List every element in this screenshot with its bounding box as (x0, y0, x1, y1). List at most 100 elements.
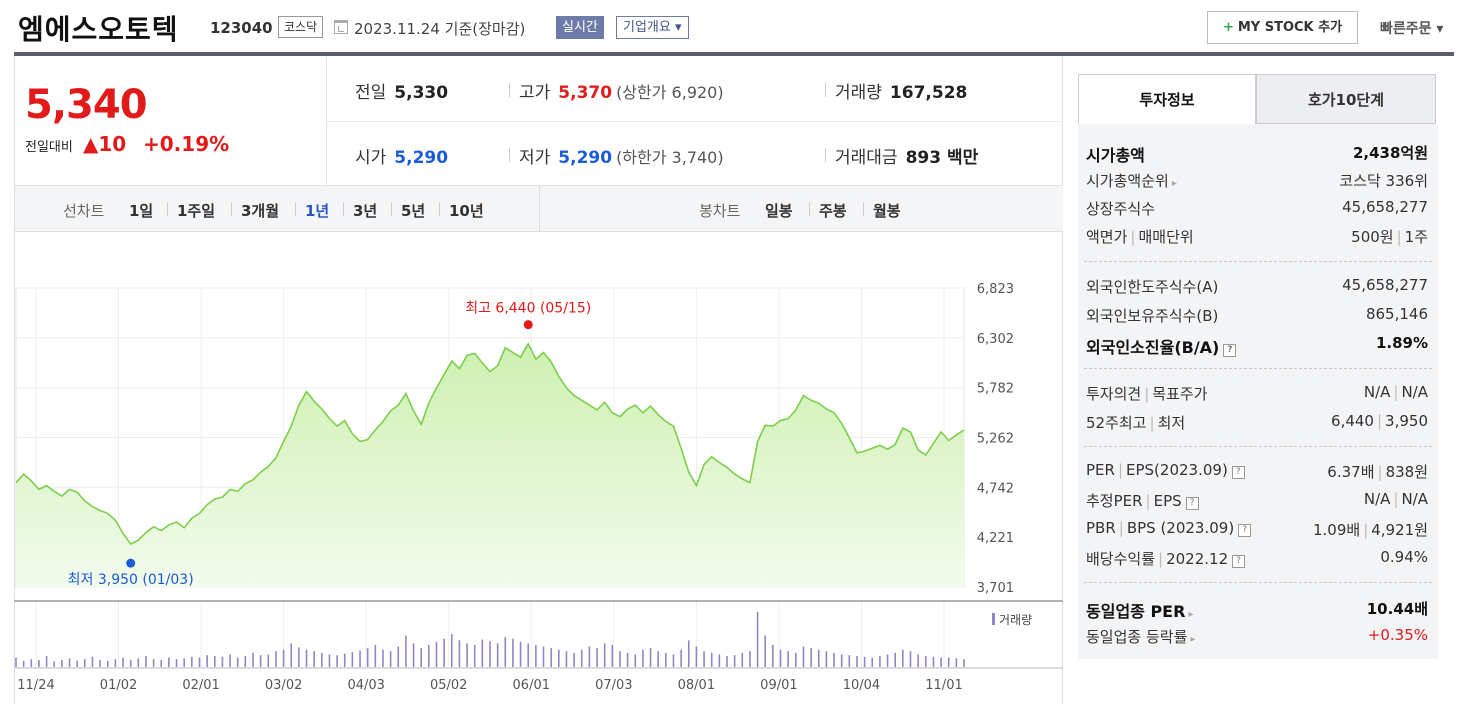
period-3m[interactable]: 3개월 (241, 202, 280, 220)
x-tick-label: 11/24 (17, 678, 54, 693)
volume-bar (122, 657, 124, 667)
per-value: 6.37배 | 838원 (1327, 463, 1428, 481)
x-tick-label: 05/02 (430, 678, 467, 693)
help-icon[interactable]: ? (1185, 497, 1199, 510)
row-sector-change[interactable]: 동일업종 등락률 ▸ +0.35% (1086, 626, 1428, 648)
volume-bar (91, 656, 94, 667)
stat-volume: 거래량 167,528 (835, 78, 967, 103)
help-icon[interactable]: ? (1238, 524, 1252, 537)
volume-bar (795, 652, 797, 667)
period-5y[interactable]: 5년 (401, 202, 426, 220)
volume-bar (450, 634, 453, 667)
row-pbr: PBR | BPS (2023.09)? 1.09배 | 4,921원 (1086, 519, 1428, 541)
sector-per-label[interactable]: 동일업종 PER ▸ (1086, 598, 1193, 622)
mystock-add-button[interactable]: + MY STOCK 추가 (1207, 11, 1358, 44)
row-cap-rank[interactable]: 시가총액순위 ▸ 코스닥 336위 (1086, 170, 1428, 192)
period-1d[interactable]: 1일 (129, 202, 154, 220)
volume-bar (129, 659, 132, 667)
volume-bar (542, 646, 545, 667)
candle-weekly[interactable]: 주봉 (819, 202, 847, 220)
y-tick-label: 4,742 (977, 481, 1014, 496)
tab-orderbook[interactable]: 호가10단계 (1256, 74, 1436, 124)
pbr-val: 1.09배 (1312, 521, 1361, 539)
est-eps-text: EPS (1153, 492, 1182, 510)
est-per-text: 추정PER (1086, 492, 1143, 510)
eps-val: 838원 (1385, 463, 1428, 481)
stat-volume-value: 167,528 (889, 83, 968, 103)
volume-bar (687, 640, 690, 667)
volume-bar (53, 661, 56, 667)
volume-bar (496, 643, 499, 667)
opinion-text: 투자의견 (1086, 385, 1142, 403)
dividend-label: 배당수익률 | 2022.12? (1086, 548, 1246, 569)
volume-bar (489, 641, 491, 667)
opinion-value: N/A | N/A (1363, 383, 1428, 401)
row-opinion: 투자의견 | 목표주가 N/A | N/A (1086, 383, 1428, 405)
arrow-right-icon: ▸ (1188, 609, 1194, 620)
cap-rank-value: 코스닥 336위 (1339, 172, 1428, 190)
x-tick-label: 11/01 (925, 678, 962, 693)
volume-bar (672, 654, 675, 667)
volume-bar (626, 652, 629, 667)
period-3y[interactable]: 3년 (353, 202, 378, 220)
price-chart[interactable]: 11/24 01/02 02/01 03/02 04/03 05/02 06/01 07/03… (14, 232, 1063, 704)
y-tick-label: 6,823 (977, 282, 1014, 297)
volume-bar (588, 646, 591, 667)
stat-separator (825, 148, 826, 162)
line-chart-label: 선차트 (63, 202, 105, 220)
realtime-button[interactable]: 실시간 (556, 16, 604, 39)
w52-low-label: 최저 (1157, 414, 1186, 432)
quick-order-dropdown[interactable]: 빠른주문 ▾ (1380, 21, 1444, 37)
volume-bar (221, 656, 224, 667)
section-divider (1084, 368, 1432, 369)
x-tick-label: 04/03 (347, 678, 384, 693)
period-separator (809, 202, 810, 216)
par-unit-label: 액면가 | 매매단위 (1086, 228, 1194, 246)
help-icon[interactable]: ? (1232, 555, 1246, 568)
stat-open-label: 시가 (355, 148, 387, 168)
eps-text: EPS(2023.09) (1126, 461, 1228, 479)
volume-bar (848, 655, 851, 667)
volume-bar (305, 649, 308, 667)
y-tick-label: 5,262 (977, 432, 1014, 447)
volume-bar (863, 656, 866, 667)
sector-change-label[interactable]: 동일업종 등락률 ▸ (1086, 626, 1195, 647)
plus-icon: + (1222, 20, 1234, 35)
volume-bar (947, 657, 950, 667)
candle-monthly[interactable]: 월봉 (873, 202, 901, 220)
stat-low-label: 저가 (519, 148, 551, 168)
help-icon[interactable]: ? (1231, 466, 1245, 479)
volume-bar (558, 649, 560, 667)
row-sector-per[interactable]: 동일업종 PER ▸ 10.44배 (1086, 598, 1428, 622)
volume-bar (336, 655, 338, 667)
period-1y[interactable]: 1년 (305, 202, 330, 220)
volume-bar (458, 640, 461, 667)
volume-bar (45, 656, 48, 667)
w52-low-value: 3,950 (1385, 412, 1428, 430)
volume-bar (886, 654, 889, 667)
period-1w[interactable]: 1주일 (177, 202, 216, 220)
period-10y[interactable]: 10년 (449, 202, 484, 220)
y-tick-label: 6,302 (977, 332, 1014, 347)
foreign-ratio-label: 외국인소진율(B/A)? (1086, 334, 1237, 358)
x-tick-label: 06/01 (513, 678, 550, 693)
x-tick-label: 08/01 (678, 678, 715, 693)
volume-bar (756, 612, 759, 667)
cap-rank-text: 시가총액순위 (1086, 172, 1169, 190)
stat-volume-label: 거래량 (835, 83, 882, 103)
volume-bar (160, 659, 163, 667)
company-name: 엠에스오토텍 (18, 13, 179, 46)
help-icon[interactable]: ? (1223, 344, 1237, 357)
cap-rank-label[interactable]: 시가총액순위 ▸ (1086, 170, 1177, 191)
stat-prev: 전일 5,330 (355, 78, 448, 103)
volume-bar (603, 643, 606, 667)
volume-bar (787, 651, 789, 667)
period-separator (231, 202, 232, 216)
tab-invest-info[interactable]: 투자정보 (1078, 74, 1256, 124)
stat-prev-value: 5,330 (394, 83, 449, 103)
candle-daily[interactable]: 일봉 (765, 202, 793, 220)
row-market-cap: 시가총액 2,438억원 (1086, 142, 1428, 165)
volume-bar (940, 657, 942, 667)
corp-info-dropdown[interactable]: 기업개요 ▾ (616, 16, 689, 39)
volume-bar (244, 656, 247, 667)
